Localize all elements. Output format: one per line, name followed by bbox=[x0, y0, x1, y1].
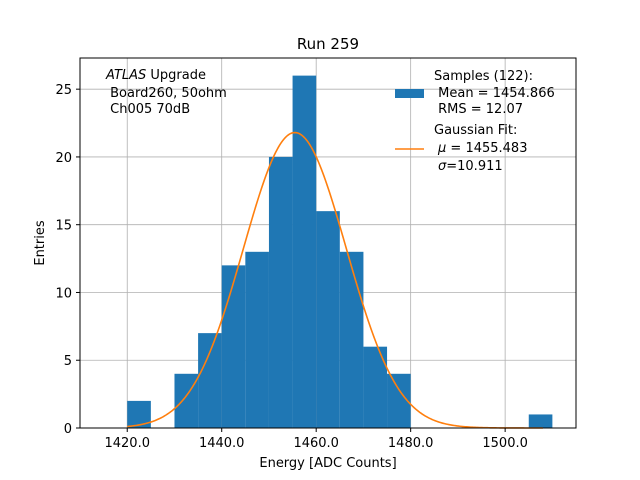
x-tick-label-4: 1500.0 bbox=[482, 436, 528, 451]
plot-frame bbox=[79, 57, 577, 429]
x-tick-label-1: 1440.0 bbox=[199, 436, 245, 451]
legend-mu-symbol: μ bbox=[437, 141, 446, 156]
y-tick-label-5: 25 bbox=[55, 83, 72, 98]
y-axis-ticks: 0 5 10 15 20 25 bbox=[55, 83, 80, 437]
gaussian-fit bbox=[127, 131, 543, 429]
legend-samples-line-1: Samples (122): bbox=[434, 69, 533, 84]
y-axis-label: Entries bbox=[33, 220, 48, 266]
y-tick-label-0: 0 bbox=[64, 422, 72, 437]
histogram-bar-4 bbox=[245, 251, 269, 428]
histogram-bar-6 bbox=[292, 75, 317, 428]
y-tick-label-3: 15 bbox=[55, 219, 72, 234]
histogram-bar-9 bbox=[363, 346, 388, 428]
histogram-bar-7 bbox=[316, 211, 340, 428]
annotation-atlas: ATLAS bbox=[105, 68, 146, 83]
legend-sigma-value: =10.911 bbox=[446, 159, 502, 174]
annotation-line-3: Ch005 70dB bbox=[106, 102, 190, 117]
histogram-bar-5 bbox=[268, 156, 293, 428]
legend-fit-line-3: σ=10.911 bbox=[438, 159, 503, 174]
legend-fit-line-1: Gaussian Fit: bbox=[434, 123, 517, 138]
y-tick-label-2: 10 bbox=[55, 286, 72, 301]
histogram-bar-0 bbox=[127, 400, 151, 428]
x-axis-ticks: 1420.0 1440.0 1460.0 1480.0 1500.0 bbox=[104, 428, 528, 451]
run-annotation: ATLAS Upgrade Board260, 50ohm Ch005 70dB bbox=[105, 68, 227, 117]
annotation-line-2: Board260, 50ohm bbox=[106, 86, 227, 101]
histogram-bar-8 bbox=[339, 251, 364, 428]
x-tick-label-3: 1480.0 bbox=[388, 436, 434, 451]
legend-fit-line-2: μ = 1455.483 bbox=[437, 141, 527, 156]
x-axis-label: Energy [ADC Counts] bbox=[259, 456, 396, 471]
legend-sigma-symbol: σ bbox=[438, 159, 447, 174]
y-tick-label-4: 20 bbox=[55, 151, 72, 166]
annotation-upgrade: Upgrade bbox=[146, 68, 206, 83]
x-tick-label-2: 1460.0 bbox=[293, 436, 339, 451]
histogram-bar-10 bbox=[387, 373, 411, 428]
gaussian-fit-curve bbox=[127, 131, 543, 429]
legend: Samples (122): Mean = 1454.866 RMS = 12.… bbox=[395, 69, 555, 174]
legend-samples-swatch bbox=[395, 89, 424, 98]
histogram-bar-2 bbox=[198, 333, 222, 428]
y-tick-label-1: 5 bbox=[64, 354, 72, 369]
histogram-bar-3 bbox=[221, 265, 246, 428]
legend-samples-line-2: Mean = 1454.866 bbox=[434, 86, 555, 101]
histogram-bar-1 bbox=[174, 373, 199, 428]
histogram-bars bbox=[127, 75, 553, 428]
histogram-bar-11 bbox=[528, 414, 553, 428]
legend-samples-line-3: RMS = 12.07 bbox=[434, 102, 523, 117]
x-tick-label-0: 1420.0 bbox=[104, 436, 150, 451]
chart-title: Run 259 bbox=[297, 35, 359, 53]
annotation-line-1: ATLAS Upgrade bbox=[105, 68, 206, 83]
legend-mu-value: = 1455.483 bbox=[446, 141, 527, 156]
